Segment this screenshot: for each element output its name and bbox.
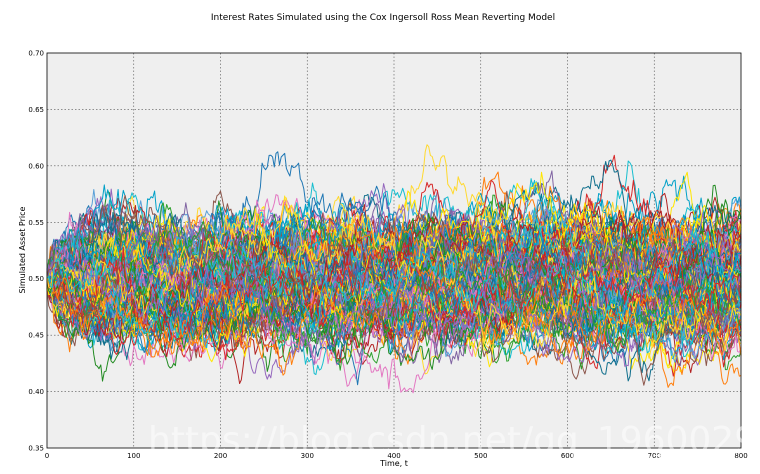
simulated-path-line [46,238,742,338]
y-tick-label: 0.60 [28,162,44,170]
chart-title: Interest Rates Simulated using the Cox I… [211,13,555,23]
x-tick-label: 200 [214,452,227,460]
y-axis-label: Simulated Asset Price [18,206,27,293]
simulated-paths [46,144,742,394]
x-tick-label: 800 [734,452,747,460]
y-tick-label: 0.65 [28,106,44,114]
simulated-path-line [46,245,742,342]
y-tick-label: 0.45 [28,332,44,340]
x-tick-label: 300 [301,452,314,460]
simulated-path-line [46,212,742,349]
simulated-path-line [46,248,742,376]
watermark-site: @稀土掘金技术社区 [612,452,738,468]
x-tick-label: 700 [648,452,661,460]
simulated-path-line [46,207,742,330]
y-tick-label: 0.35 [28,445,44,453]
y-tick-label: 0.50 [28,275,44,283]
x-tick-label: 500 [474,452,487,460]
y-axis-ticks: 0.35 0.40 0.45 0.50 0.55 0.60 0.65 0.70 [28,50,44,453]
y-tick-label: 0.40 [28,388,44,396]
x-tick-label: 600 [561,452,574,460]
simulated-path-line [46,243,742,366]
x-axis-label: Time, t [379,459,408,468]
x-tick-label: 100 [127,452,140,460]
watermark-url: https://blog.csdn.net/qq_1960029 [148,420,757,461]
y-tick-label: 0.55 [28,219,44,227]
plot-frame [46,52,742,449]
simulated-path-line [46,220,742,353]
simulated-path-line [46,228,742,338]
x-tick-label: 0 [45,452,49,460]
simulated-path-line [46,220,742,350]
x-axis-ticks: 0 100 200 300 400 500 600 700 800 [45,452,748,460]
y-tick-label: 0.70 [28,50,44,58]
x-tick-label: 400 [387,452,400,460]
